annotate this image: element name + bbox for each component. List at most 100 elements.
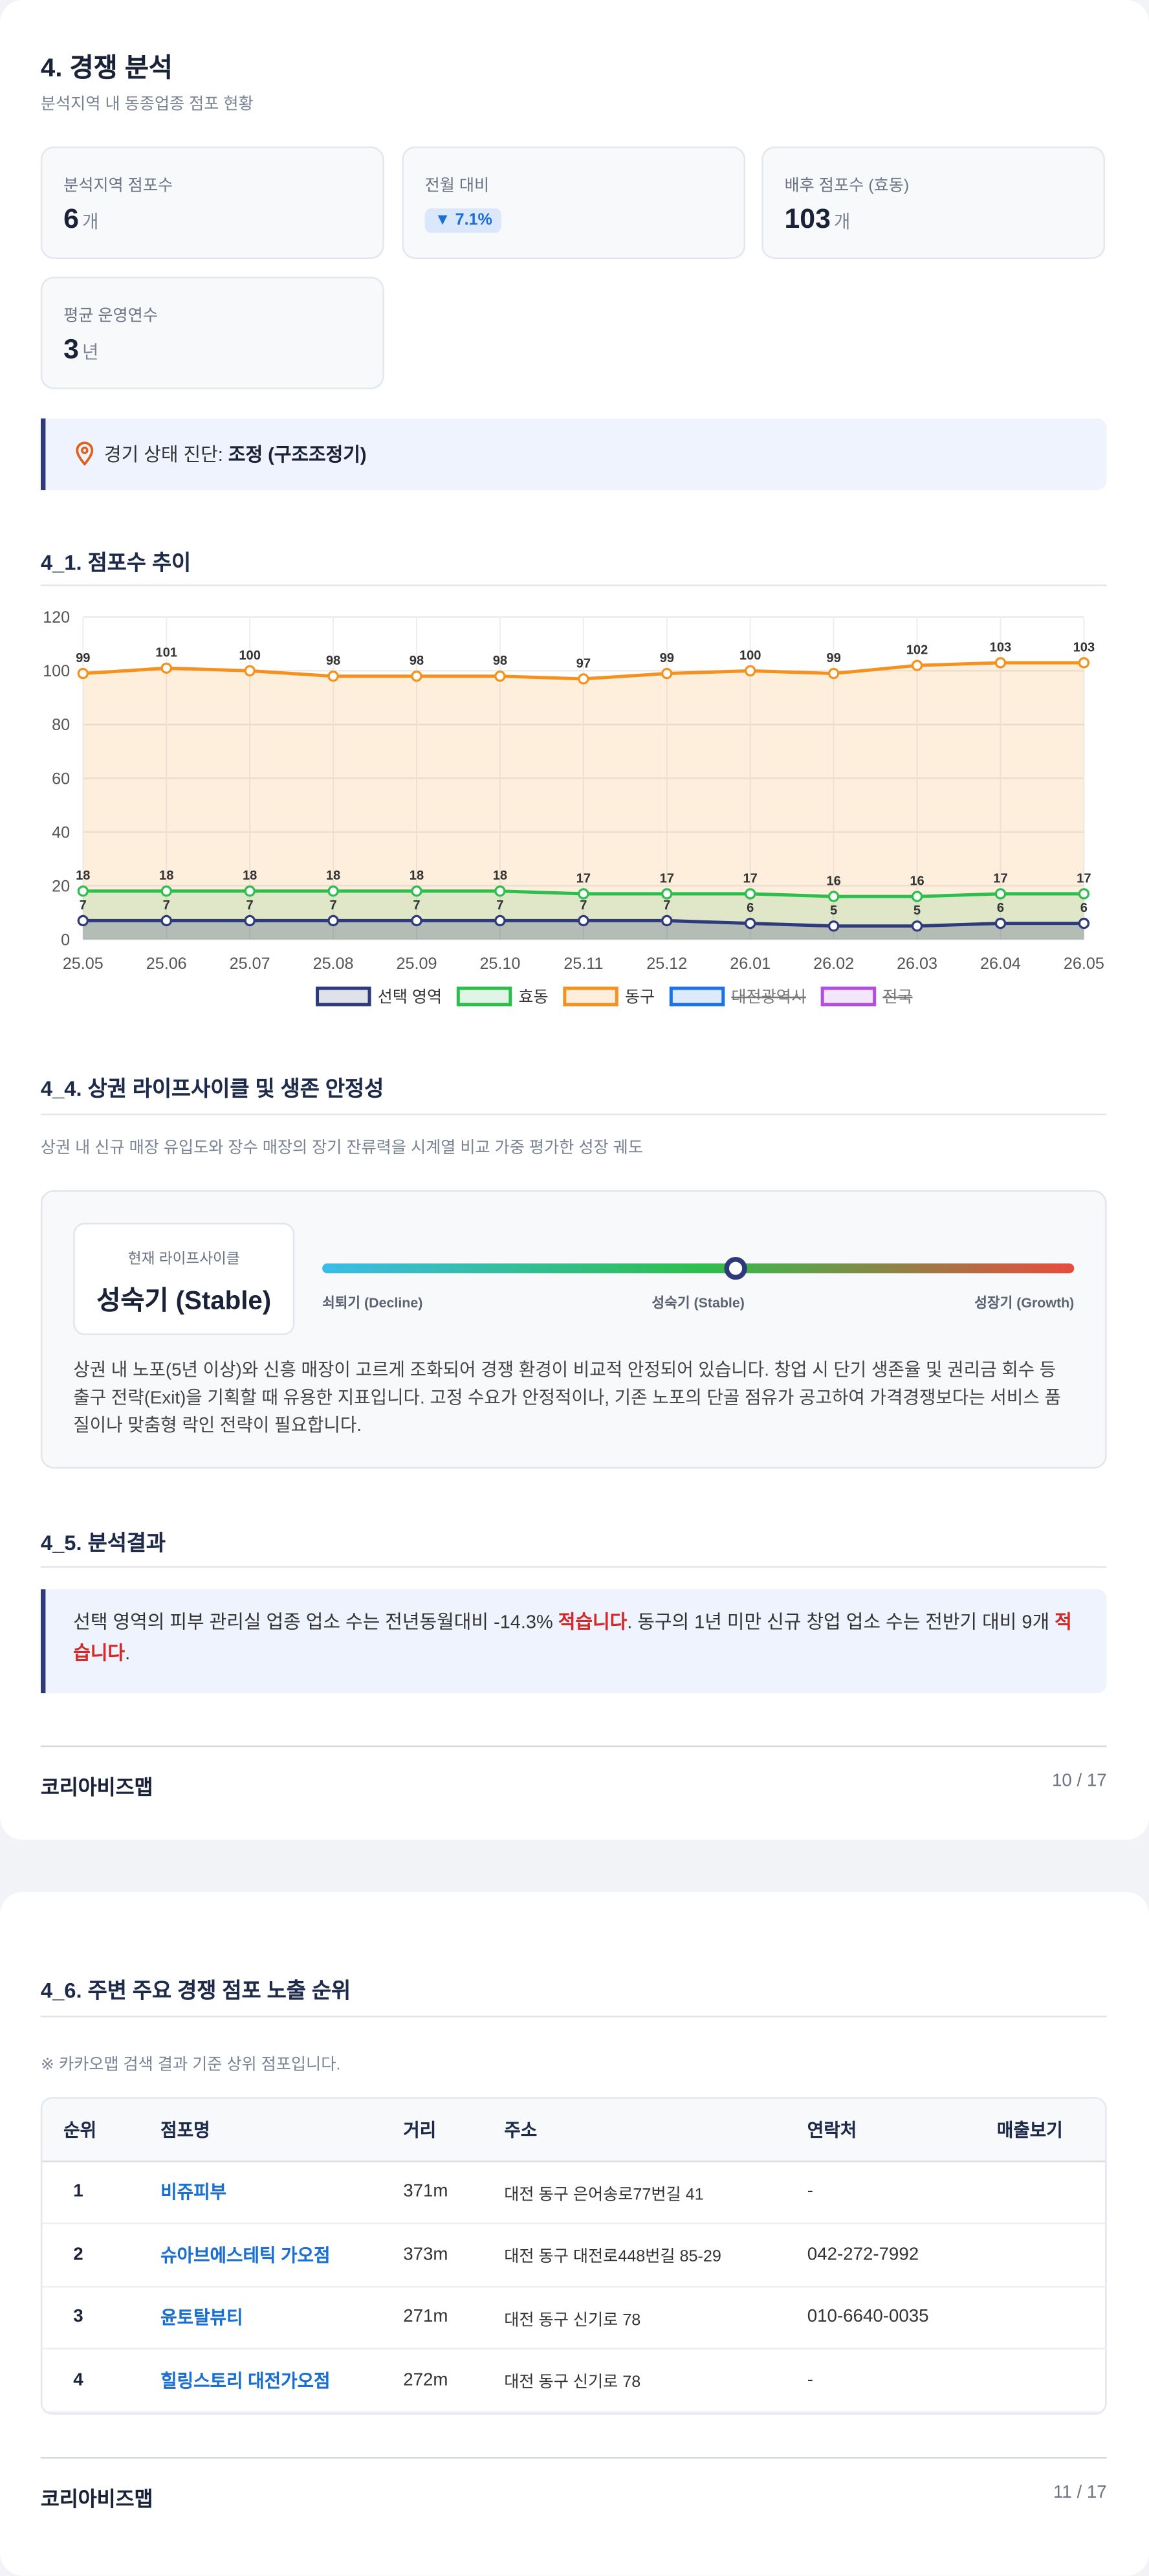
divider (40, 1113, 1107, 1116)
data-point (77, 915, 89, 927)
data-point (1078, 657, 1090, 669)
data-label: 6 (997, 901, 1004, 915)
data-point (661, 888, 673, 900)
stat-unit: 개 (82, 213, 99, 233)
table-note: ※ 카카오맵 검색 결과 기준 상위 점포입니다. (40, 2056, 341, 2074)
data-point (244, 665, 256, 677)
store-name[interactable]: 윤토탈뷰티 (160, 2285, 404, 2349)
data-label: 17 (576, 871, 591, 885)
legend-swatch (669, 986, 725, 1006)
data-point (827, 920, 840, 932)
table-row: 4 힐링스토리 대전가오점 272m 대전 동구 신기로 78- (42, 2348, 1106, 2412)
data-point (494, 885, 506, 897)
stat-number: 3 (63, 333, 79, 365)
data-point (578, 673, 589, 685)
data-point (745, 888, 756, 900)
emphasis-text: 적습니다 (558, 1613, 628, 1634)
x-tick-label: 26.01 (730, 955, 771, 973)
data-label: 100 (239, 649, 261, 663)
data-point (578, 888, 589, 900)
data-label: 7 (663, 898, 670, 913)
column-header: 주소 (504, 2098, 807, 2162)
divider (40, 2015, 1107, 2017)
data-point (244, 885, 256, 897)
data-point (160, 915, 172, 927)
table-cell: 371m (403, 2160, 505, 2225)
data-point (77, 667, 89, 680)
result-box: 선택 영역의 피부 관리실 업종 업소 수는 전년동월대비 -14.3% 적습니… (40, 1589, 1107, 1694)
data-label: 5 (830, 904, 837, 918)
data-point (160, 662, 172, 674)
x-tick-label: 25.09 (397, 955, 437, 973)
footer-page: 10 / 17 (1051, 1771, 1107, 1792)
divider (40, 1745, 1107, 1748)
data-label: 99 (76, 651, 90, 665)
column-header: 점포명 (160, 2098, 404, 2162)
table-cell (996, 2348, 1106, 2412)
lifecycle-box: 현재 라이프사이클 성숙기 (Stable) 쇠퇴기 (Decline) 성숙기… (40, 1190, 1107, 1469)
store-name[interactable]: 힐링스토리 대전가오점 (160, 2348, 404, 2412)
stat-number: 6 (63, 203, 79, 235)
data-label: 7 (496, 898, 503, 913)
header-row: 순위 점포명 거리 주소 연락처 매출보기 (42, 2098, 1106, 2162)
data-label: 103 (990, 640, 1012, 654)
table-row: 2 슈아브에스테틱 가오점 373m 대전 동구 대전로448번길 85-29 042-… (42, 2223, 1106, 2287)
section-title: 4. 경쟁 분석 (40, 55, 173, 83)
data-point (244, 915, 256, 927)
current-stage-box: 현재 라이프사이클 성숙기 (Stable) (73, 1223, 295, 1335)
table-cell: 3 (42, 2285, 161, 2349)
change-value: 7.1% (455, 212, 492, 230)
data-label: 5 (914, 904, 921, 918)
y-tick-label: 20 (52, 877, 70, 895)
data-point (1078, 917, 1090, 929)
stat-card: 전월 대비 ▼ 7.1% (402, 146, 746, 259)
data-label: 97 (576, 656, 591, 671)
data-point (160, 885, 172, 897)
legend-label: 대전광역시 (731, 988, 806, 1006)
scale-label: 성숙기 (Stable) (651, 1294, 745, 1311)
store-name[interactable]: 비쥬피부 (160, 2160, 404, 2225)
x-tick-label: 25.06 (146, 955, 187, 973)
table-cell: 2 (42, 2223, 161, 2287)
legend-swatch (820, 986, 877, 1006)
stat-label: 평균 운영연수 (63, 307, 158, 326)
divider (40, 1566, 1107, 1568)
lifecycle-heading: 4_4. 상권 라이프사이클 및 생존 안정성 (40, 1076, 384, 1101)
y-tick-label: 40 (52, 823, 70, 841)
x-tick-label: 25.10 (479, 955, 520, 973)
x-tick-label: 25.08 (313, 955, 354, 973)
store-name[interactable]: 슈아브에스테틱 가오점 (160, 2223, 404, 2287)
result-segment: 선택 영역의 피부 관리실 업종 업소 수는 전년동월대비 -14.3% (73, 1613, 558, 1634)
x-tick-label: 25.05 (63, 955, 104, 973)
table-cell: 대전 동구 은어송로77번길 41 (504, 2160, 807, 2225)
data-point (661, 667, 673, 680)
data-label: 98 (493, 654, 507, 668)
legend-swatch (456, 986, 512, 1006)
scale-label: 성장기 (Growth) (974, 1294, 1075, 1311)
diagnosis-value: 조정 (구조조정기) (228, 446, 367, 466)
pin-icon (76, 441, 94, 466)
table-row: 3 윤토탈뷰티 271m 대전 동구 신기로 78 010-6640-0035 (42, 2285, 1106, 2349)
data-label: 7 (413, 898, 420, 913)
data-point (578, 915, 589, 927)
table-cell: 1 (42, 2160, 161, 2225)
section-subtitle: 분석지역 내 동종업종 점포 현황 (40, 96, 254, 115)
x-tick-label: 26.03 (897, 955, 937, 973)
y-tick-label: 60 (52, 770, 70, 788)
data-point (494, 915, 506, 927)
down-arrow: ▼ (434, 212, 455, 230)
data-label: 102 (906, 643, 928, 658)
data-point (327, 915, 339, 927)
data-point (411, 915, 422, 927)
report-sheet: 4_6. 주변 주요 경쟁 점포 노출 순위 ※ 카카오맵 검색 결과 기준 상… (0, 1892, 1149, 2576)
gauge-marker (724, 1257, 747, 1280)
legend-label: 전국 (882, 988, 912, 1006)
table-cell: 대전 동구 대전로448번길 85-29 (504, 2223, 807, 2287)
data-point (411, 885, 422, 897)
data-point (494, 671, 506, 682)
data-label: 99 (660, 651, 674, 665)
data-label: 16 (910, 874, 924, 888)
data-label: 98 (410, 654, 424, 668)
